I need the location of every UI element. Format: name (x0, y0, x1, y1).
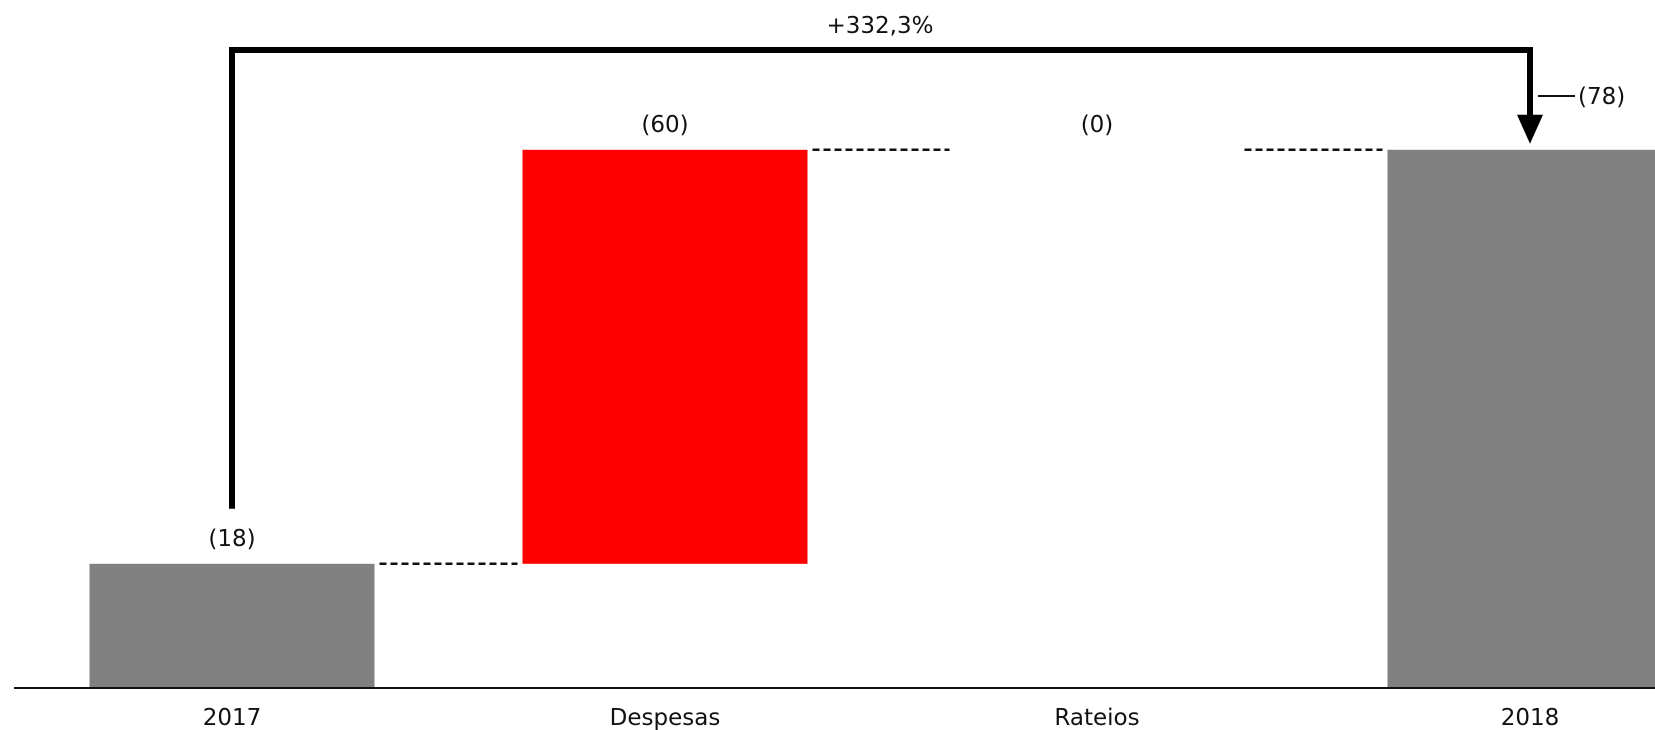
bar-2017 (89, 563, 375, 688)
category-label-rateios: Rateios (1054, 705, 1139, 730)
category-label-despesas: Despesas (610, 705, 721, 730)
change-arrow-head (1517, 114, 1543, 144)
bar-2018 (1387, 149, 1655, 689)
value-label-2017: (18) (208, 526, 255, 552)
value-label-despesas: (60) (641, 112, 688, 138)
value-label-2018: (78) (1578, 84, 1625, 110)
category-label-2018: 2018 (1501, 705, 1560, 730)
change-annotation-label: +332,3% (827, 13, 934, 39)
category-label-2017: 2017 (203, 705, 262, 730)
value-label-rateios: (0) (1081, 112, 1114, 138)
bar-despesas (522, 149, 808, 564)
change-bracket (229, 47, 1533, 509)
